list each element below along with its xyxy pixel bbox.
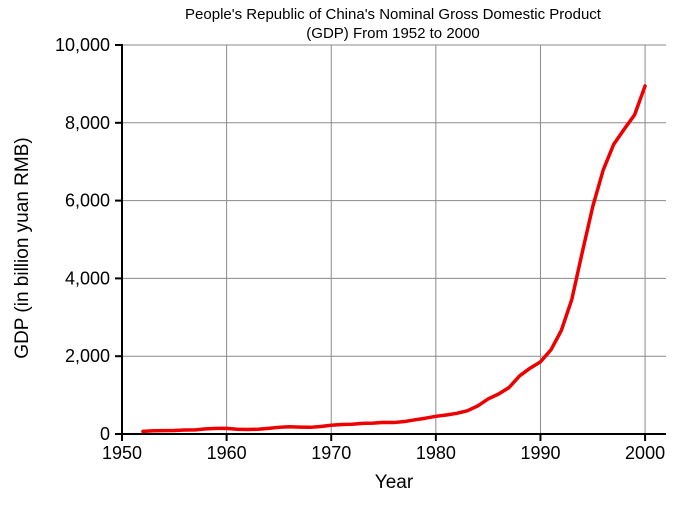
gdp-series-line [141, 84, 647, 434]
series-layer [141, 84, 647, 434]
y-tick-label: 8,000 [65, 113, 110, 133]
x-tick-label: 1980 [416, 443, 456, 463]
x-tick-label: 2000 [625, 443, 665, 463]
y-tick-label: 6,000 [65, 191, 110, 211]
tick-labels: 0 2,000 4,000 6,000 8,000 10,000 1950 1960 1970 1… [55, 35, 665, 463]
x-tick-label: 1970 [311, 443, 351, 463]
x-axis-label: Year [375, 472, 414, 493]
y-tick-label: 0 [100, 424, 110, 444]
y-tick-label: 10,000 [55, 35, 110, 55]
x-tick-label: 1990 [520, 443, 560, 463]
y-tick-label: 4,000 [65, 268, 110, 288]
chart-title-line1: People's Republic of China's Nominal Gro… [185, 6, 602, 23]
axes [115, 44, 666, 441]
grid [122, 44, 666, 434]
y-tick-label: 2,000 [65, 346, 110, 366]
x-tick-label: 1960 [207, 443, 247, 463]
chart-title-line2: (GDP) From 1952 to 2000 [306, 25, 479, 42]
x-tick-label: 1950 [102, 443, 142, 463]
y-axis-label: GDP (in billion yuan RMB) [12, 137, 33, 358]
